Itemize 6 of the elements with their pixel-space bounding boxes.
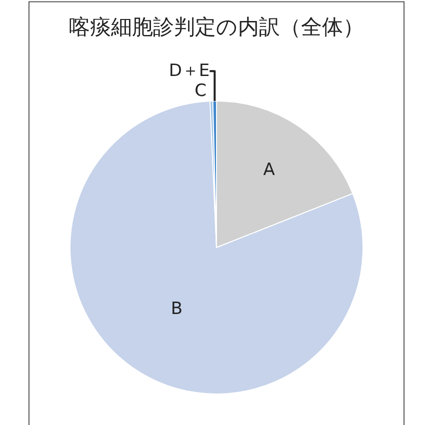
- pie-slice: [70, 100, 364, 394]
- slice-label: A: [263, 160, 276, 180]
- slice-label: D＋E: [168, 61, 210, 82]
- slice-label: C: [194, 81, 206, 102]
- slice-label: B: [170, 298, 183, 319]
- chart-title: 喀痰細胞診判定の内訳（全体）: [69, 14, 364, 39]
